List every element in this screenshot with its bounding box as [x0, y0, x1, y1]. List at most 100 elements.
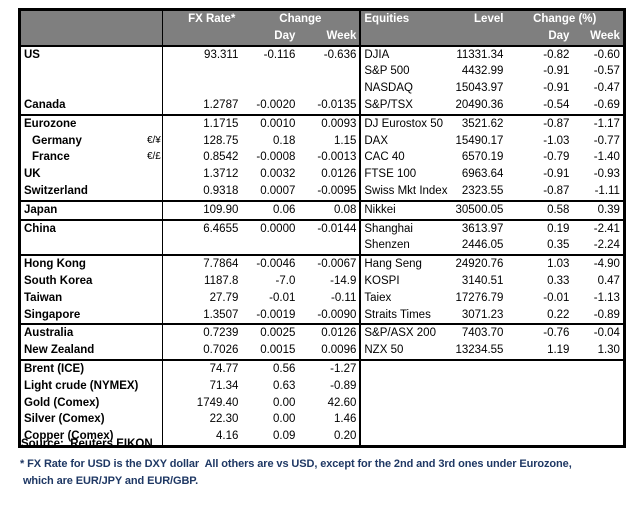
row-label: Australia — [19, 323, 142, 343]
equity-change-day: -0.91 — [543, 82, 570, 95]
currency-pair-label — [141, 97, 162, 115]
fx-change-day — [241, 237, 298, 255]
equity-level: 13234.55 — [455, 344, 504, 357]
equity-level — [450, 428, 506, 446]
equity-change-day: 0.33 — [547, 274, 570, 287]
equity-change-day: -0.91 — [543, 65, 570, 78]
fx-change-week: 0.0126 — [298, 323, 361, 343]
equity-level: 30500.05 — [450, 199, 507, 220]
fx-change-week: -0.0013 — [317, 151, 357, 164]
equity-change-day: 1.03 — [506, 254, 573, 273]
row-label — [20, 237, 142, 255]
equity-change-week: -0.47 — [593, 82, 620, 95]
row-label — [20, 63, 142, 80]
header-eq-change: Change (%) — [506, 9, 625, 28]
fx-rate-value: 7.7864 — [161, 254, 242, 273]
fx-change-day: 0.0007 — [260, 184, 296, 197]
equity-change-day: -0.76 — [506, 323, 573, 343]
row-label: Brent (ICE) — [19, 358, 142, 378]
row-label: Germany — [32, 134, 82, 147]
equity-level: 2446.05 — [461, 239, 504, 252]
row-label: Taiwan — [24, 291, 63, 304]
equity-change-week — [572, 428, 624, 446]
fx-footnote-line1: * FX Rate for USD is the DXY dollar All … — [20, 458, 572, 470]
equity-label: S&P/TSX — [359, 96, 451, 115]
equity-label — [359, 411, 451, 429]
fx-rate-value: 128.75 — [161, 132, 242, 150]
currency-pair-label: €/¥ — [146, 134, 161, 146]
equity-change-day: 0.19 — [506, 218, 573, 238]
equity-level: 3071.23 — [461, 308, 504, 321]
fx-change-day: -0.116 — [263, 48, 296, 61]
equity-label: DAX — [359, 132, 451, 150]
header-fx-week: Week — [298, 27, 361, 46]
equity-change-day — [506, 428, 572, 446]
equity-level: 6570.19 — [461, 151, 504, 164]
fx-change-week: 0.0096 — [321, 344, 357, 357]
table-row: France €/£ 0.8542 -0.0008 -0.0013 CAC 40 6570.… — [20, 149, 625, 167]
fx-rate-value: 22.30 — [161, 411, 242, 429]
fx-rate-value: 6.4655 — [161, 218, 242, 238]
equity-change-day: 0.22 — [547, 308, 570, 321]
fx-change-day: 0.0032 — [260, 168, 296, 181]
equity-change-day — [506, 378, 572, 395]
equity-change-week: -2.41 — [572, 218, 625, 238]
equity-level: 2323.55 — [461, 184, 504, 197]
fx-change-week: -14.9 — [330, 274, 357, 287]
corner-cell — [19, 9, 163, 46]
header-equities: Equities — [359, 9, 451, 46]
fx-change-week: 1.15 — [333, 134, 357, 147]
currency-pair-label — [141, 273, 162, 290]
equity-change-week: 0.47 — [597, 274, 620, 287]
currency-pair-label — [141, 46, 162, 64]
fx-change-day — [241, 63, 298, 80]
equity-change-week — [572, 378, 624, 395]
table-row: Canada 1.2787 -0.0020 -0.0135 S&P/TSX 20490.3… — [20, 96, 625, 115]
fx-change-day: 0.0000 — [241, 218, 299, 238]
fx-rate-value: 0.7239 — [161, 323, 242, 343]
fx-change-week: -0.0144 — [298, 218, 361, 238]
row-label — [20, 80, 142, 97]
fx-rate-value: 1.3712 — [161, 166, 242, 183]
equity-change-week — [572, 358, 625, 378]
equity-change-week: -0.77 — [593, 134, 620, 147]
equity-change-day: -1.03 — [543, 134, 570, 147]
equity-label: FTSE 100 — [359, 166, 451, 183]
equity-change-week: -0.93 — [593, 168, 620, 181]
equity-label: Straits Times — [359, 306, 451, 325]
table-row: Singapore 1.3507 -0.0019 -0.0090 Straits Tim… — [20, 306, 625, 325]
header-eq-day: Day — [506, 27, 573, 46]
header-fx-day: Day — [241, 27, 299, 46]
equity-level — [450, 395, 506, 412]
fx-change-day: 0.09 — [272, 430, 296, 443]
equity-change-day: 1.19 — [547, 344, 570, 357]
currency-pair-label — [141, 166, 162, 183]
table-row: South Korea 1187.8 -7.0 -14.9 KOSPI 3140.51 0.… — [20, 272, 625, 290]
fx-change-week: -0.89 — [330, 379, 357, 392]
fx-rate-value: 71.34 — [161, 377, 242, 395]
equity-label: NASDAQ — [359, 80, 451, 97]
fx-change-week: -0.0067 — [298, 254, 361, 273]
equity-level — [450, 411, 506, 428]
row-label: France — [32, 151, 70, 164]
fx-change-week: -0.636 — [323, 48, 357, 61]
equity-level — [450, 358, 507, 378]
equity-change-day: -0.82 — [543, 48, 570, 61]
equity-label: Shanghai — [359, 218, 451, 238]
fx-rate-value: 4.16 — [161, 428, 242, 447]
fx-change-week: 0.08 — [298, 199, 361, 220]
equity-level: 3613.97 — [450, 218, 507, 238]
row-label: South Korea — [24, 274, 93, 287]
currency-pair-label — [141, 218, 163, 238]
currency-pair-label: €/£ — [146, 151, 161, 163]
table-row: Silver (Comex) 22.30 0.00 1.46 — [20, 411, 625, 429]
equity-change-week: -0.60 — [593, 48, 620, 61]
currency-pair-label — [141, 290, 162, 307]
fx-change-day: -7.0 — [275, 274, 296, 287]
row-label: Light crude (NYMEX) — [24, 379, 139, 392]
currency-pair-label — [141, 199, 163, 220]
table-row: Copper (Comex) 4.16 0.09 0.20 — [20, 428, 625, 447]
row-label: Singapore — [24, 308, 81, 321]
fx-change-week: 1.46 — [333, 413, 357, 426]
